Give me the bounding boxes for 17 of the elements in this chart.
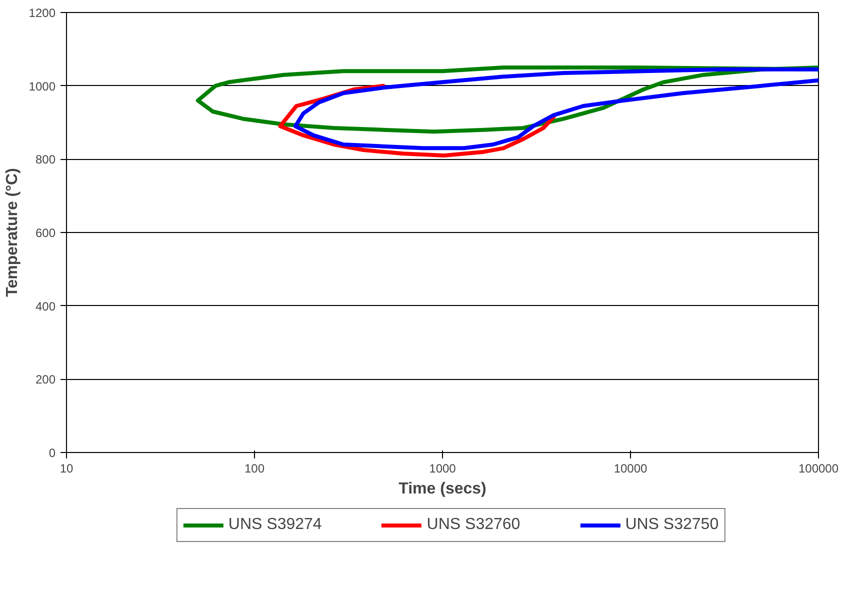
x-tick-label: 100000 [798,462,839,476]
x-tick-label: 10 [60,462,74,476]
legend-label: UNS S32760 [426,516,520,534]
y-tick-label: 800 [35,152,56,167]
y-tick-label: 600 [35,226,56,240]
legend-label: UNS S32750 [625,516,719,534]
x-tick-label: 1000 [429,462,456,476]
y-tick-label: 200 [35,372,56,387]
x-tick-label: 10000 [614,462,648,476]
legend-label: UNS S39274 [228,516,322,534]
x-axis-title: Time (secs) [398,480,486,498]
x-tick-label: 100 [244,462,265,476]
y-tick-label: 1200 [28,6,56,20]
y-axis-title: Temperature (°C) [4,168,21,297]
y-tick-label: 0 [48,446,56,460]
y-tick-label: 400 [35,299,56,314]
y-tick-label: 1000 [28,79,56,94]
